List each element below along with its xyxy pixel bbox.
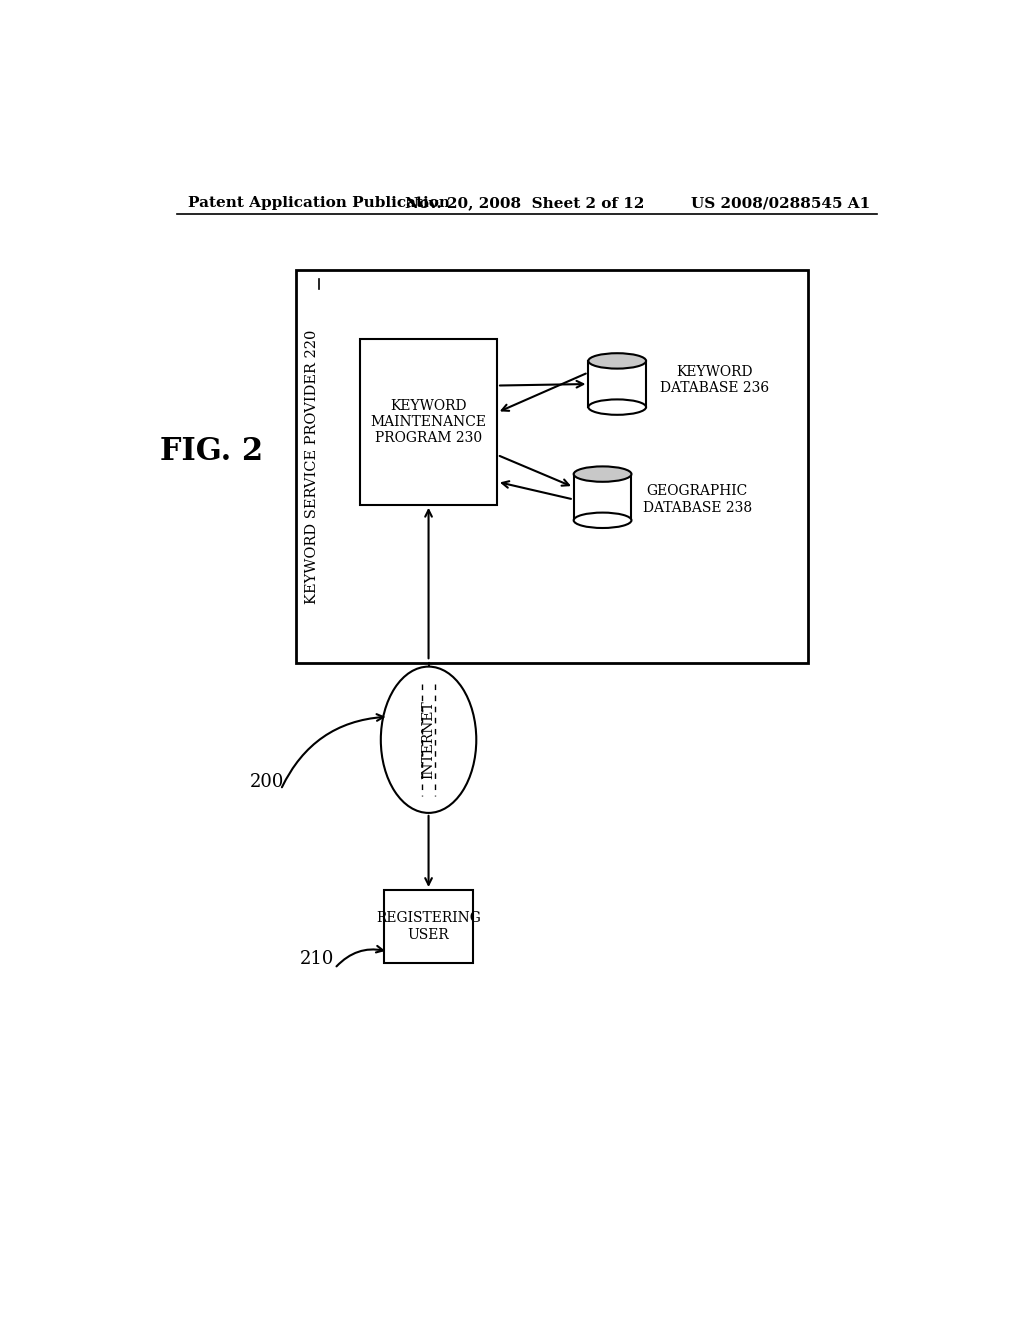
Text: 200: 200: [250, 774, 285, 791]
Text: INTERNET: INTERNET: [422, 701, 435, 779]
Text: Nov. 20, 2008  Sheet 2 of 12: Nov. 20, 2008 Sheet 2 of 12: [406, 197, 644, 210]
Ellipse shape: [573, 512, 632, 528]
Text: FIG. 2: FIG. 2: [160, 436, 263, 466]
Text: KEYWORD
DATABASE 236: KEYWORD DATABASE 236: [659, 366, 769, 395]
Bar: [573, 474, 632, 520]
Bar: [589, 360, 646, 407]
Text: GEOGRAPHIC
DATABASE 238: GEOGRAPHIC DATABASE 238: [643, 484, 752, 515]
Ellipse shape: [573, 466, 632, 482]
Text: KEYWORD
MAINTENANCE
PROGRAM 230: KEYWORD MAINTENANCE PROGRAM 230: [371, 399, 486, 445]
Text: REGISTERING
USER: REGISTERING USER: [376, 911, 481, 941]
Ellipse shape: [381, 667, 476, 813]
Bar: [296, 271, 808, 663]
Text: KEYWORD SERVICE PROVIDER 220: KEYWORD SERVICE PROVIDER 220: [304, 329, 318, 603]
Text: Patent Application Publication: Patent Application Publication: [188, 197, 451, 210]
Text: US 2008/0288545 A1: US 2008/0288545 A1: [690, 197, 869, 210]
Ellipse shape: [589, 354, 646, 368]
Text: 210: 210: [300, 950, 334, 968]
Ellipse shape: [589, 400, 646, 414]
Bar: [384, 890, 473, 964]
Bar: [360, 339, 497, 506]
